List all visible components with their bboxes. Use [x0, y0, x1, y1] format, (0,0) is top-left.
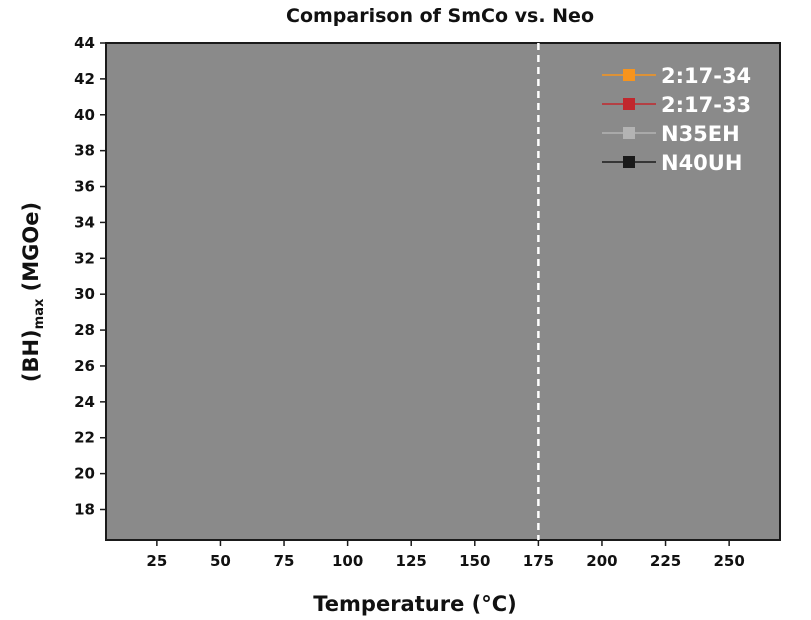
- legend-marker: [623, 127, 635, 139]
- y-tick-label: 34: [74, 213, 95, 231]
- y-axis-label-subscript: max: [32, 298, 47, 329]
- legend-label: 2:17-34: [661, 64, 751, 88]
- y-tick-label: 42: [74, 70, 95, 88]
- y-tick-label: 44: [74, 34, 95, 52]
- x-tick-label: 100: [332, 552, 363, 570]
- x-tick-label: 225: [650, 552, 681, 570]
- y-tick-label: 24: [74, 393, 95, 411]
- legend-label: N35EH: [661, 122, 740, 146]
- y-tick-label: 28: [74, 321, 95, 339]
- x-tick-label: 250: [713, 552, 744, 570]
- plot-area: [105, 42, 781, 541]
- y-axis: 18 20 22 24 26 28 30 32 34 36 38 40 42 44: [74, 34, 106, 518]
- legend-marker: [623, 156, 635, 168]
- legend-marker: [623, 69, 635, 81]
- y-tick-label: 26: [74, 357, 95, 375]
- y-tick-label: 30: [74, 285, 95, 303]
- x-tick-label: 200: [586, 552, 617, 570]
- x-tick-label: 125: [396, 552, 427, 570]
- y-tick-label: 20: [74, 465, 95, 483]
- y-tick-label: 22: [74, 429, 95, 447]
- legend: 2:17-34 2:17-33 N35EH N40UH: [602, 64, 751, 175]
- x-axis-label: Temperature (°C): [313, 592, 516, 616]
- legend-label: N40UH: [661, 151, 742, 175]
- y-axis-label: (BH)max (MGOe): [19, 202, 47, 382]
- y-tick-label: 36: [74, 178, 95, 196]
- chart-title: Comparison of SmCo vs. Neo: [286, 5, 594, 27]
- x-axis: 25 50 75 100 125 150 175 200 225 250: [146, 540, 745, 570]
- x-tick-label: 175: [523, 552, 554, 570]
- y-tick-label: 40: [74, 106, 95, 124]
- y-axis-label-unit: (MGOe): [19, 202, 43, 299]
- y-tick-label: 38: [74, 142, 95, 160]
- x-tick-label: 150: [459, 552, 490, 570]
- x-tick-label: 50: [210, 552, 231, 570]
- y-tick-label: 18: [74, 500, 95, 518]
- y-tick-label: 32: [74, 249, 95, 267]
- legend-label: 2:17-33: [661, 93, 751, 117]
- y-axis-label-main: (BH): [19, 329, 43, 382]
- x-tick-label: 75: [274, 552, 295, 570]
- legend-marker: [623, 98, 635, 110]
- x-tick-label: 25: [146, 552, 167, 570]
